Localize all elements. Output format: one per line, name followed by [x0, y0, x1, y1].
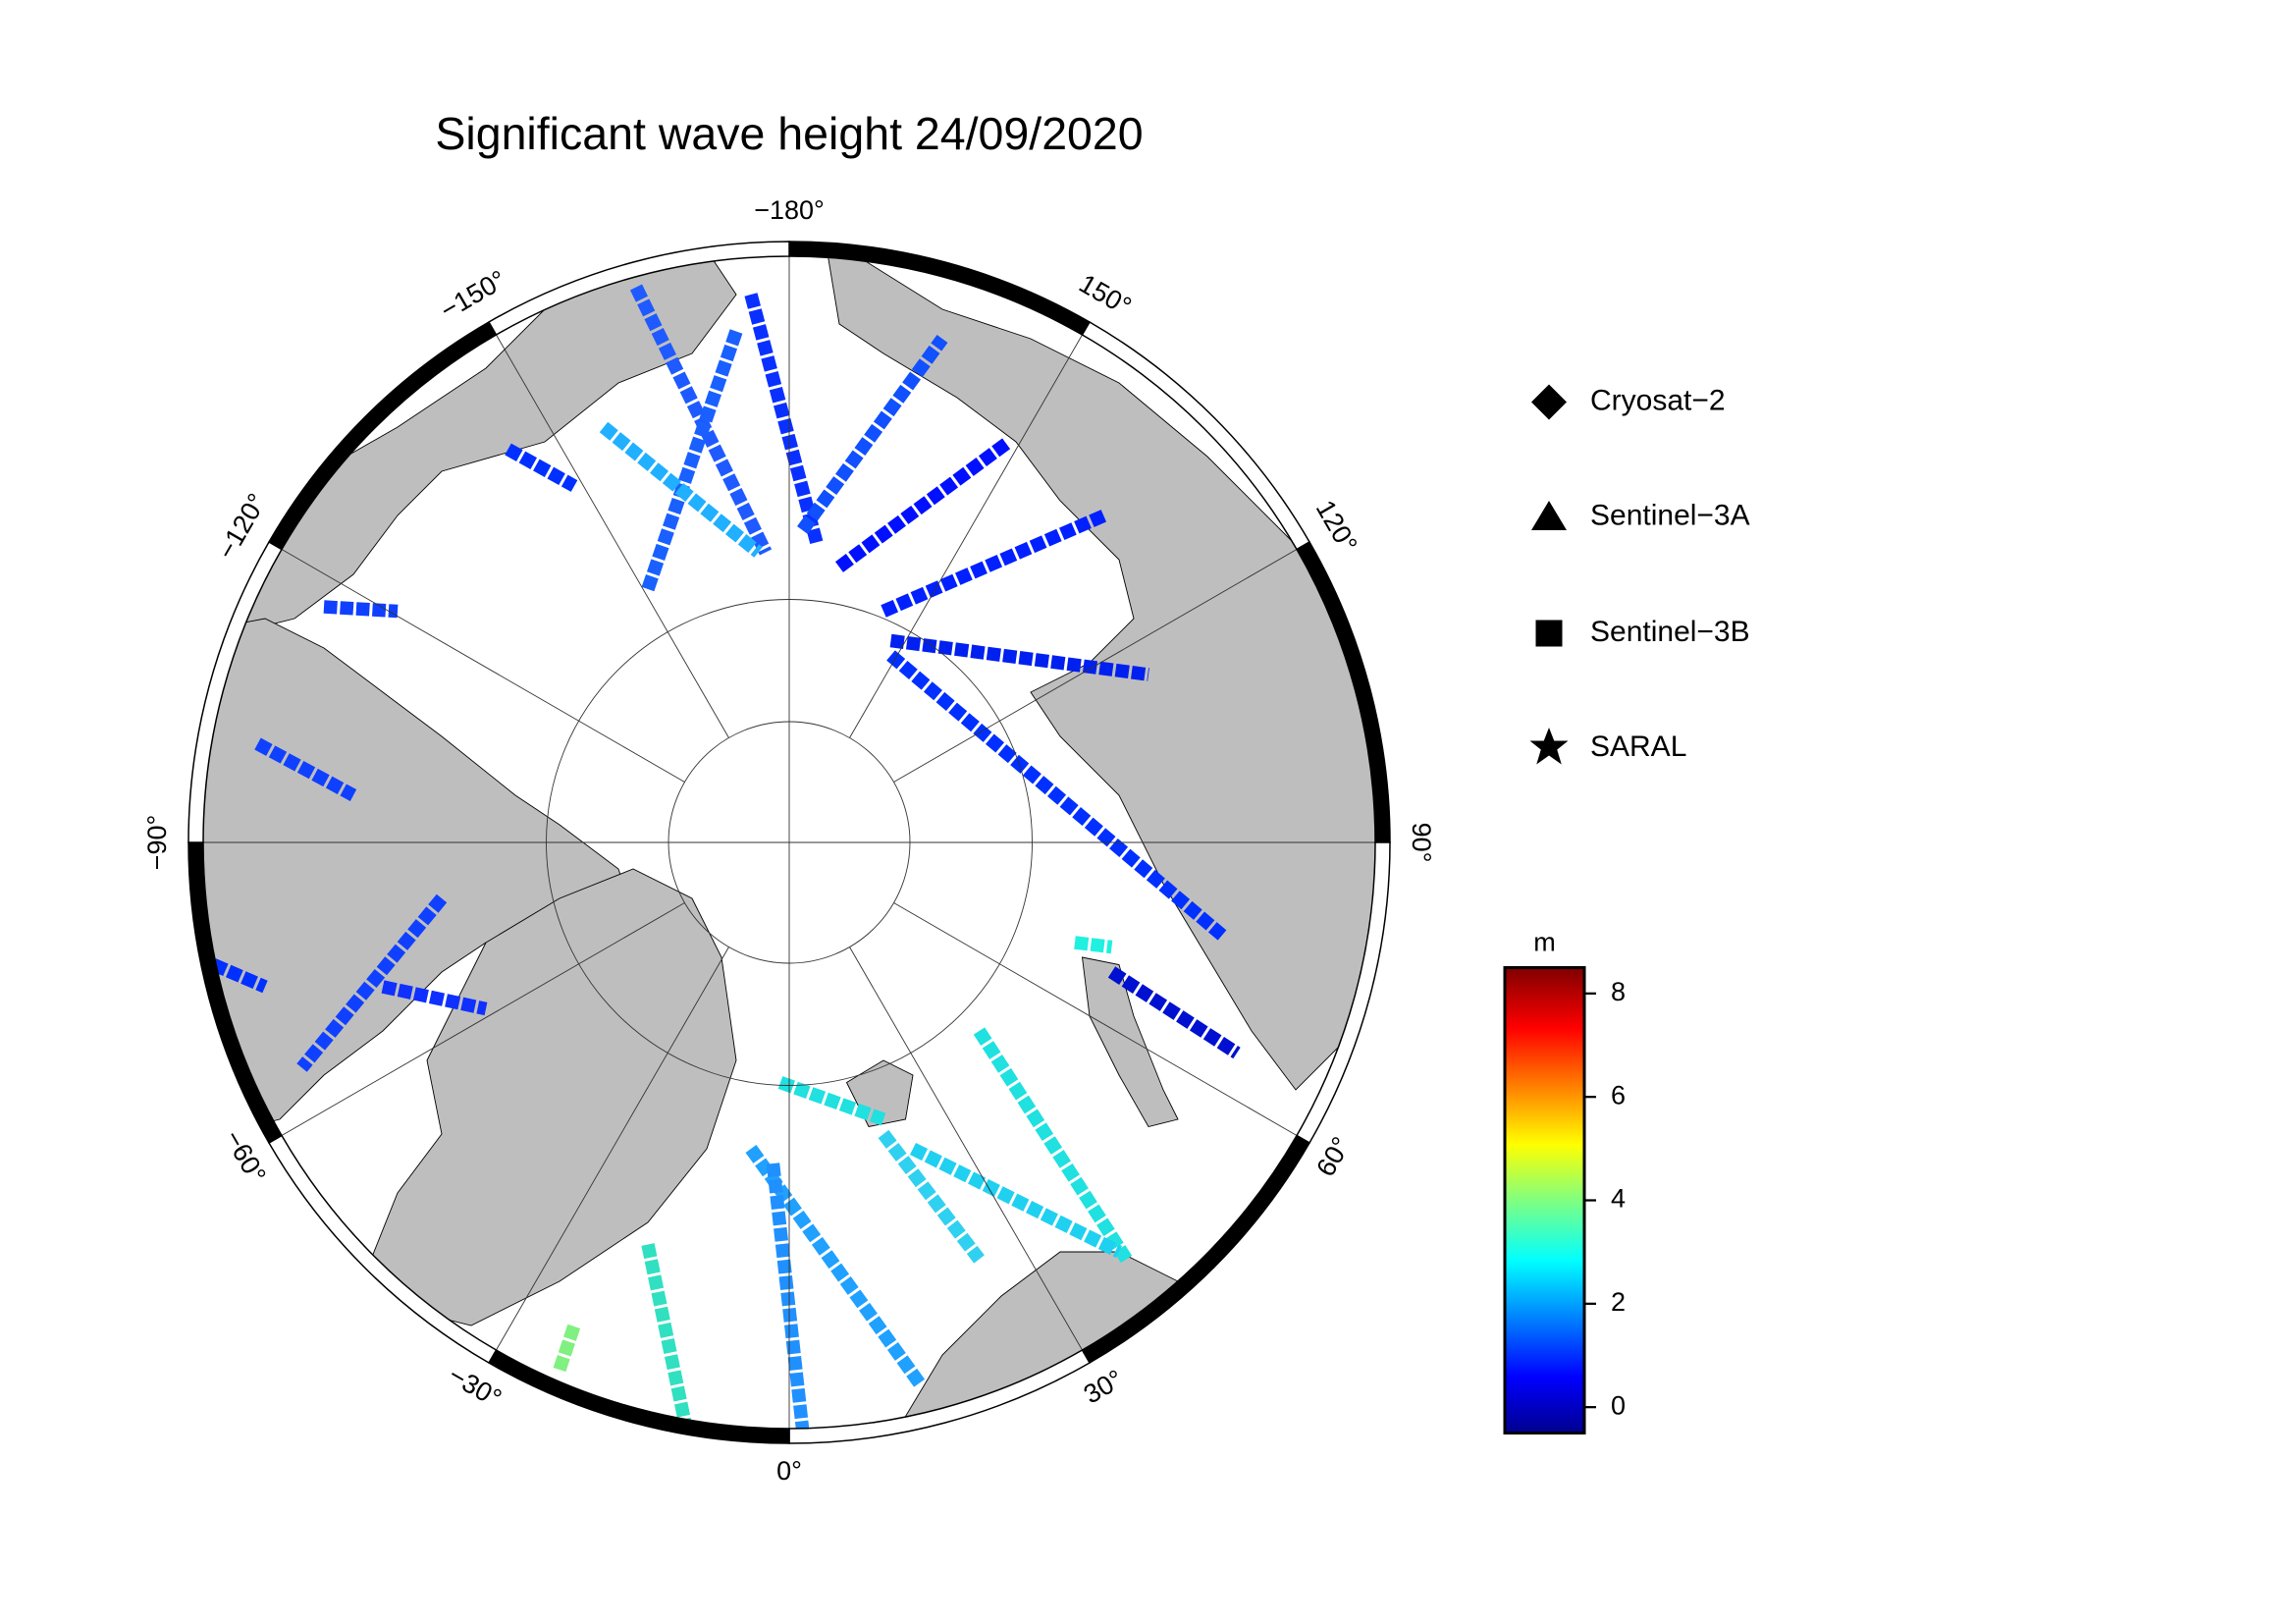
longitude-label: 120°	[1310, 495, 1363, 557]
legend-label: Sentinel−3A	[1590, 499, 1750, 531]
legend-marker-square	[1535, 620, 1563, 647]
meridian	[281, 902, 685, 1136]
track	[210, 958, 268, 994]
legend-label: Cryosat−2	[1590, 384, 1726, 416]
meridian	[281, 549, 685, 783]
colorbar-gradient	[1503, 966, 1586, 1434]
track	[878, 1129, 985, 1264]
longitude-label: 90°	[1407, 823, 1436, 863]
graticule	[203, 256, 1376, 1429]
track	[909, 1142, 1123, 1259]
track	[381, 980, 488, 1016]
meridian	[496, 947, 729, 1351]
colorbar-tick-label: 0	[1611, 1390, 1626, 1420]
track	[323, 600, 399, 619]
meridian	[893, 902, 1298, 1136]
track	[254, 737, 357, 801]
track	[505, 443, 578, 492]
longitude-label: 0°	[776, 1456, 802, 1486]
legend-marker-star	[1529, 728, 1569, 765]
colorbar-tick-label: 2	[1611, 1287, 1626, 1317]
track	[1107, 966, 1241, 1059]
track	[641, 1243, 692, 1423]
track	[1074, 936, 1113, 954]
colorbar: m 0 2 4 6 8	[1503, 928, 1626, 1434]
legend-marker-diamond	[1531, 384, 1568, 420]
frame-segment	[487, 241, 790, 337]
legend: Cryosat−2 Sentinel−3A Sentinel−3B SARAL	[1529, 384, 1750, 765]
track	[296, 893, 448, 1072]
colorbar-tick-label: 6	[1611, 1080, 1626, 1109]
legend-label: SARAL	[1590, 730, 1686, 763]
track	[973, 1027, 1133, 1264]
track	[553, 1323, 581, 1373]
track	[777, 1076, 886, 1126]
track	[886, 650, 1227, 941]
land-novaya-zemlya	[1081, 956, 1179, 1128]
track	[881, 509, 1107, 618]
longitude-label: −180°	[754, 195, 825, 225]
track	[744, 293, 825, 547]
track	[629, 284, 773, 556]
track	[797, 335, 948, 534]
track	[834, 436, 1013, 572]
colorbar-tick-label: 8	[1611, 977, 1626, 1006]
track	[599, 421, 763, 558]
colorbar-label: m	[1533, 928, 1556, 957]
longitude-label: 30°	[1079, 1364, 1128, 1409]
meridian	[849, 947, 1083, 1351]
meridian	[893, 549, 1298, 783]
legend-marker-triangle	[1531, 501, 1568, 530]
longitude-label: 150°	[1074, 268, 1136, 321]
map-title: Significant wave height 24/09/2020	[435, 108, 1143, 159]
colorbar-tick-label: 4	[1611, 1184, 1626, 1214]
land-greenland	[367, 868, 737, 1326]
legend-label: Sentinel−3B	[1590, 616, 1750, 648]
track	[889, 633, 1149, 681]
frame	[187, 241, 1391, 1444]
track	[766, 1163, 810, 1429]
track	[641, 329, 743, 592]
longitude-label: 60°	[1310, 1132, 1356, 1181]
meridian	[849, 334, 1083, 738]
land-alaska	[205, 256, 737, 634]
longitude-label: −90°	[142, 815, 172, 871]
meridian	[496, 334, 729, 738]
